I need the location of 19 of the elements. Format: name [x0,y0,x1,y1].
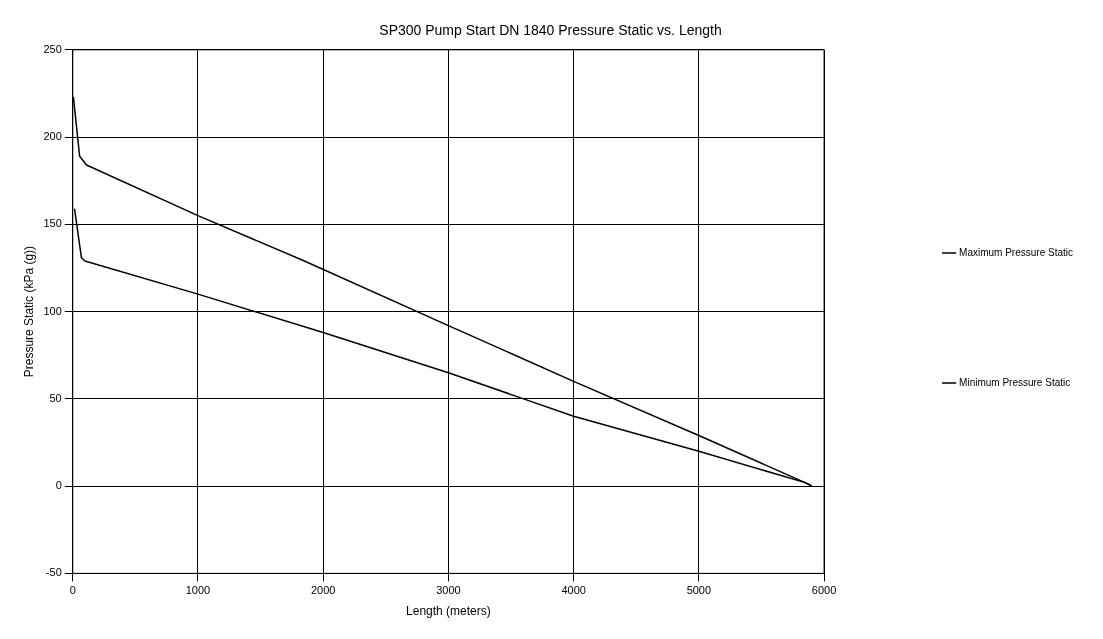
x-tick-label: 1000 [185,584,211,597]
x-tick-label: 2000 [310,584,336,597]
y-tick-label: 250 [43,42,62,55]
x-tick-label: 5000 [686,584,712,597]
y-tick-label: 50 [49,391,62,404]
legend-label: Minimum Pressure Static [959,376,1071,388]
chart-title: SP300 Pump Start DN 1840 Pressure Static vs. Length [379,22,722,39]
y-tick-label: 200 [43,130,62,143]
x-axis-title: Length (meters) [406,604,491,619]
x-tick-label: 0 [69,584,76,597]
y-tick-label: 0 [55,479,62,492]
y-tick-label: -50 [45,566,62,579]
x-tick-label: 3000 [436,584,461,597]
legend-label: Maximum Pressure Static [959,246,1074,258]
y-tick-label: 100 [43,304,62,317]
x-tick-label: 6000 [811,584,837,597]
y-tick-label: 150 [43,217,62,230]
y-axis-title: Pressure Static (kPa (g)) [21,245,36,378]
x-tick-label: 4000 [561,584,586,597]
